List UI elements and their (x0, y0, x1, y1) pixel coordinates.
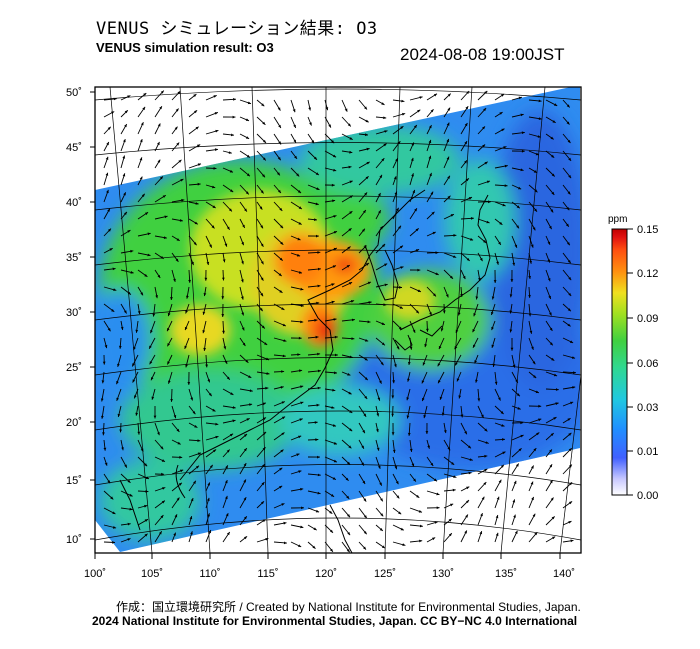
latitude-ticks (90, 91, 95, 540)
lon-label: 105˚ (141, 568, 163, 580)
lat-label: 10˚ (66, 534, 82, 546)
longitude-axis: 100˚ 105˚ 110˚ 115˚ 120˚ 125˚ 130˚ 135˚ … (84, 568, 575, 580)
coastlines (119, 189, 491, 553)
lon-label: 135˚ (495, 568, 517, 580)
colorbar: ppm 0.15 0.12 0.09 0.06 0.03 0.01 0.00 (608, 214, 658, 502)
lat-label: 20˚ (66, 417, 82, 429)
lon-label: 100˚ (84, 568, 106, 580)
lon-label: 125˚ (374, 568, 396, 580)
wind-vectors (100, 90, 577, 553)
lat-label: 30˚ (66, 307, 82, 319)
lat-label: 15˚ (66, 475, 82, 487)
longitude-lines (95, 87, 581, 553)
colorbar-tick: 0.00 (637, 490, 658, 502)
lon-label: 130˚ (432, 568, 454, 580)
colorbar-tick: 0.01 (637, 446, 658, 458)
lat-label: 25˚ (66, 362, 82, 374)
colorbar-gradient (611, 228, 628, 496)
lat-label: 35˚ (66, 252, 82, 264)
title-japanese: VENUS シミュレーション結果: O3 (96, 19, 378, 39)
footer-license: 2024 National Institute for Environmenta… (92, 614, 578, 628)
colorbar-tick: 0.03 (637, 402, 658, 414)
colorbar-tick: 0.15 (637, 224, 658, 236)
map-frame (94, 86, 582, 554)
colorbar-tick: 0.09 (637, 313, 658, 325)
colorbar-tick: 0.06 (637, 358, 658, 370)
lon-label: 115˚ (257, 568, 278, 580)
footer-credit: 作成：国立環境研究所 / Created by National Institu… (116, 600, 581, 614)
title-english: VENUS simulation result: O3 (96, 40, 274, 55)
lat-label: 40˚ (66, 197, 82, 209)
latitude-axis: 50˚ 45˚ 40˚ 35˚ 30˚ 25˚ 20˚ 15˚ 10˚ (66, 87, 82, 546)
colorbar-unit: ppm (608, 214, 627, 225)
ozone-field (95, 87, 580, 552)
lon-label: 110˚ (199, 568, 220, 580)
map-area (95, 87, 581, 553)
lat-label: 50˚ (66, 87, 82, 99)
lon-label: 120˚ (315, 568, 337, 580)
lon-label: 140˚ (553, 568, 575, 580)
colorbar-tick: 0.12 (637, 268, 658, 280)
longitude-ticks (94, 553, 561, 559)
lat-label: 45˚ (66, 142, 82, 154)
forecast-datetime: 2024-08-08 19:00JST (400, 45, 565, 64)
